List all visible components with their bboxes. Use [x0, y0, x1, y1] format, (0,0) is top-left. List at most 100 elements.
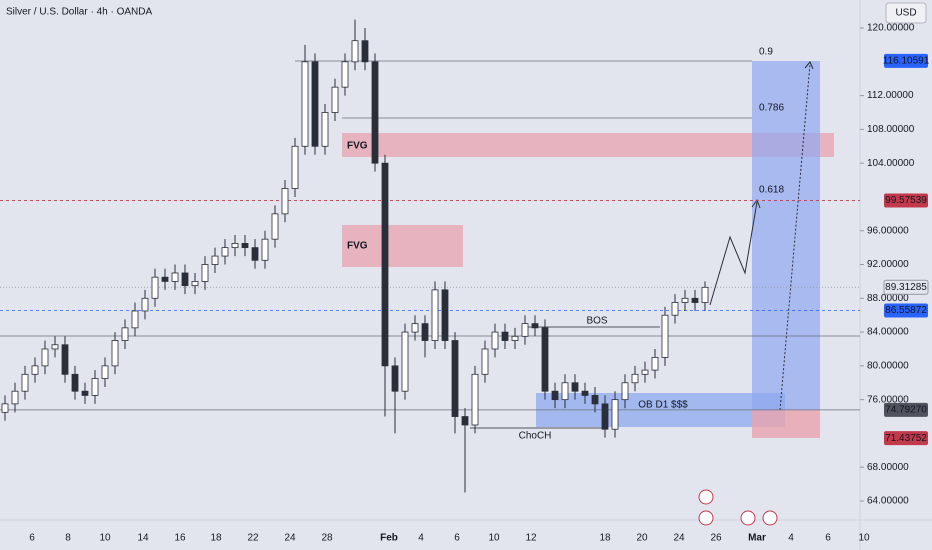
candle-body [701, 286, 709, 303]
price-label-box [884, 53, 928, 68]
candle-body [661, 314, 669, 358]
candle-body [231, 243, 239, 249]
y-tick-label: 96.00000 [867, 225, 909, 236]
x-tick-label: 28 [321, 533, 333, 544]
candle-body [311, 61, 319, 147]
fvg-zone [342, 225, 463, 267]
candle-body [531, 323, 539, 329]
candle-body [161, 276, 169, 282]
currency-label[interactable]: USD [895, 8, 916, 19]
candle-body [361, 40, 369, 63]
candle-body [421, 323, 429, 341]
candle-body [121, 327, 129, 341]
y-tick-label: 108.00000 [867, 124, 915, 135]
candle-body [91, 378, 99, 396]
x-tick-label: 6 [454, 533, 460, 544]
candle-body [391, 365, 399, 392]
candle-body [331, 86, 339, 113]
x-tick-label: 6 [825, 533, 831, 544]
event-icon[interactable] [698, 489, 714, 505]
candle-body [191, 281, 199, 287]
x-tick-label: 10 [488, 533, 500, 544]
bos-label: BOS [586, 316, 607, 327]
candle-body [591, 395, 599, 405]
x-tick-label: 4 [418, 533, 424, 544]
x-tick-label: 20 [636, 533, 648, 544]
stop-zone [752, 410, 820, 438]
candle-body [671, 302, 679, 316]
candle-body [1, 403, 9, 413]
fib-label: 0.618 [759, 185, 784, 196]
x-tick-label: 12 [525, 533, 537, 544]
candle-body [481, 348, 489, 375]
candle-body [21, 373, 29, 392]
fib-label: 0.786 [759, 103, 784, 114]
price-label: 89.31285 [885, 282, 927, 293]
x-tick-label: 24 [673, 533, 685, 544]
candle-body [251, 247, 259, 261]
fvg-label: FVG [347, 141, 368, 152]
x-tick-label: 8 [65, 533, 71, 544]
candle-body [381, 162, 389, 367]
candle-body [681, 297, 689, 303]
candle-body [541, 327, 549, 392]
x-tick-label: 14 [137, 533, 149, 544]
candle-body [281, 188, 289, 215]
candle-body [151, 276, 159, 299]
candle-body [571, 382, 579, 392]
event-icon[interactable] [740, 510, 756, 526]
candle-body [601, 403, 609, 430]
y-tick-label: 76.00000 [867, 394, 909, 405]
y-tick-label: 104.00000 [867, 158, 915, 169]
y-tick-label: 92.00000 [867, 259, 909, 270]
price-label-box [884, 193, 928, 208]
candle-body [351, 40, 359, 63]
candle-body [211, 255, 219, 265]
price-label: 71.43752 [885, 433, 927, 444]
candle-body [611, 399, 619, 430]
y-tick-label: 84.00000 [867, 327, 909, 338]
price-label: 86.55872 [885, 305, 927, 316]
candle-body [621, 382, 629, 401]
candle-body [411, 323, 419, 333]
x-tick-label: 18 [599, 533, 611, 544]
x-tick-label: 26 [710, 533, 722, 544]
candle-body [81, 390, 89, 396]
price-label: 99.57539 [885, 195, 927, 206]
x-tick-label: 10 [99, 533, 111, 544]
x-tick-label: Mar [748, 533, 766, 544]
candle-body [441, 289, 449, 341]
candle-body [551, 390, 559, 401]
candle-body [491, 331, 499, 350]
candle-body [451, 340, 459, 417]
choch-label: ChoCH [519, 431, 552, 442]
fib-label: 0.9 [759, 47, 773, 58]
candle-body [31, 365, 39, 375]
candle-body [341, 61, 349, 88]
candle-body [111, 340, 119, 367]
candle-body [561, 382, 569, 401]
candle-body [11, 390, 19, 405]
candle-body [291, 145, 299, 189]
event-icon[interactable] [698, 510, 714, 526]
x-tick-label: 6 [29, 533, 35, 544]
candle-body [171, 272, 179, 282]
candle-body [641, 369, 649, 375]
x-tick-label: 4 [788, 533, 794, 544]
projection-path [709, 201, 758, 306]
projection-arrow [751, 198, 761, 209]
candle-body [581, 390, 589, 396]
x-tick-label: 16 [174, 533, 186, 544]
currency-button[interactable] [885, 2, 927, 24]
candle-body [261, 238, 269, 261]
candle-body [631, 373, 639, 384]
candle-body [471, 373, 479, 426]
x-tick-label: Feb [380, 533, 398, 544]
price-label-box [884, 303, 928, 318]
event-icon[interactable] [762, 510, 778, 526]
candle-body [301, 61, 309, 147]
y-tick-label: 120.00000 [867, 23, 915, 34]
y-tick-label: 64.00000 [867, 496, 909, 507]
price-label-box [884, 431, 928, 446]
